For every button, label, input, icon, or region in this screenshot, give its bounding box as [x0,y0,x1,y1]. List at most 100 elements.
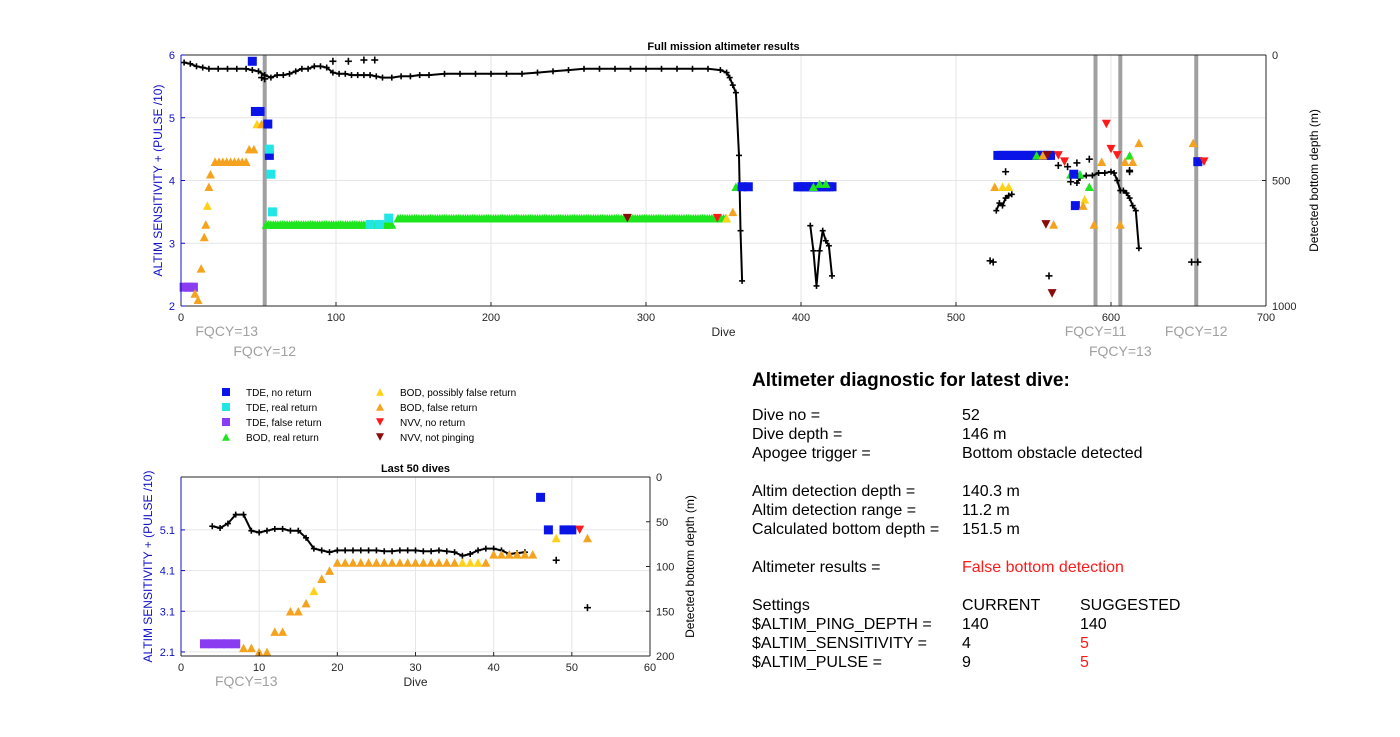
marker-tde-real-return [266,169,276,179]
marker-tde-no-return [255,106,265,116]
marker-bod-false [426,558,436,567]
depth-point [407,73,414,80]
depth-point [705,65,711,72]
depth-point [534,69,541,76]
depth-point [443,548,450,555]
marker-nvv-no-return [1053,151,1063,160]
y2-tick-label: 200 [656,651,674,663]
depth-point [271,525,278,532]
marker-bod-real-return [808,182,818,192]
depth-point [739,277,746,284]
depth-point [1095,169,1102,176]
depth-point [240,511,247,518]
depth-point [286,70,293,77]
marker-bod-false [348,558,358,567]
marker-bod-false [325,566,335,575]
depth-point [1123,190,1130,197]
marker-bod-false [239,643,249,653]
marker-bod-false [387,558,397,567]
depth-point [825,242,832,249]
marker-tde-no-return [543,525,553,535]
legend-marker-nvv-no-return [376,418,384,426]
depth-point [354,72,361,79]
depth-point [467,550,474,557]
depth-point [1073,159,1081,167]
marker-bod-false [489,550,499,559]
marker-bod-real-return [387,220,397,229]
depth-point [596,65,603,72]
legend-label: TDE, real return [246,403,317,414]
apogee-trigger-label: Apogee trigger = [752,445,871,462]
depth-point [348,72,355,79]
depth-point [404,547,411,554]
marker-bod-false [262,647,272,657]
legend-marker-tde-no-return [222,388,230,396]
legend-label: TDE, false return [246,418,322,429]
marker-bod-possibly-false [457,558,467,567]
legend-marker-bod-possibly-false [376,388,384,396]
depth-point [583,604,591,612]
depth-point [209,523,216,530]
legend-item: TDE, false return [222,418,322,429]
diagnostic-title: Altimeter diagnostic for latest dive: [752,370,1070,391]
depth-point [674,65,680,72]
marker-bod-false [356,558,366,567]
marker-bod-false [434,558,444,567]
dive-depth-value: 146 m [962,426,1007,443]
marker-bod-possibly-false [309,586,319,596]
marker-tde-no-return [743,182,753,192]
depth-point [627,65,634,72]
y-tick-label: 2 [169,301,175,313]
depth-point [737,227,744,234]
depth-point [1005,192,1012,199]
depth-point [261,75,269,83]
depth-point [612,65,618,72]
marker-nvv-no-return [1060,157,1069,166]
depth-point [233,65,240,72]
depth-point [357,547,364,554]
x-tick-label: 0 [178,312,184,324]
y-tick-label: 4.1 [160,566,175,578]
marker-bod-false [254,647,264,657]
marker-tde-false-return [215,639,225,649]
detection-depth-label: Altim detection depth = [752,483,916,500]
depth-point [280,72,287,79]
depth-point [416,72,423,79]
marker-bod-false [301,598,311,608]
marker-bod-false [1097,157,1107,166]
depth-point [1194,258,1202,266]
depth-point [441,70,448,77]
marker-bod-false [442,558,452,567]
marker-bod-false [278,627,288,636]
marker-tde-false-return [199,639,209,649]
dive-no-value: 52 [962,407,980,424]
x-tick-label: 20 [331,662,343,674]
marker-tde-no-return [1070,201,1080,211]
marker-tde-no-return [827,182,837,192]
depth-point [1002,168,1010,176]
depth-point [732,89,739,96]
depth-point [643,65,649,72]
marker-tde-false-return [188,282,198,292]
marker-bod-false [528,550,538,559]
depth-point [810,247,817,254]
marker-nvv-not-pinging [622,213,632,223]
depth-point [459,552,466,559]
depth-point [451,549,458,556]
y-tick-label: 4 [169,176,175,188]
depth-point [816,247,823,254]
depth-point [334,547,341,554]
depth-point [287,527,294,534]
depth-point [420,548,427,555]
fqcy-label: FQCY=13 [215,673,278,689]
y2-tick-label: 500 [1272,176,1290,188]
depth-point [736,152,742,159]
current-header: CURRENT [962,597,1041,614]
depth-point [1067,178,1075,186]
marker-bod-false [193,295,203,304]
marker-bod-possibly-false [465,558,475,567]
depth-point [199,64,206,71]
detection-range-label: Altim detection range = [752,502,917,519]
marker-tde-real-return [267,207,277,217]
marker-bod-false [285,606,295,616]
